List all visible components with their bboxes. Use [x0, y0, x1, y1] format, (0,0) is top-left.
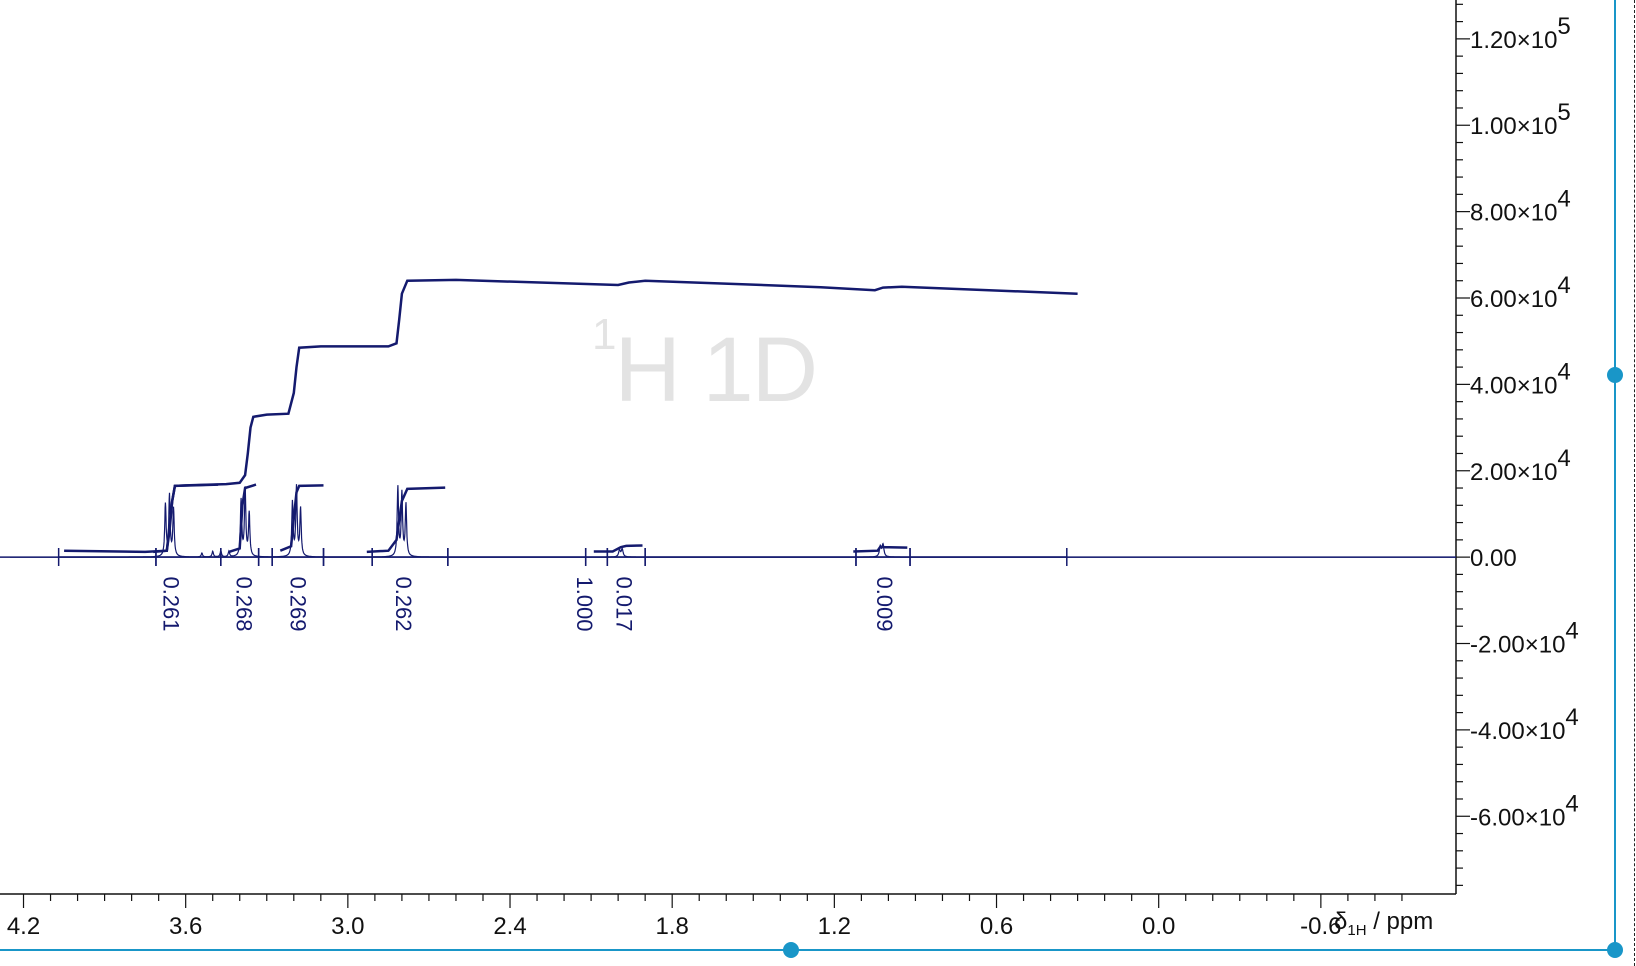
local-integral-curve — [228, 483, 257, 554]
x-tick-label: 1.8 — [655, 913, 688, 940]
y-tick-label: 0.00 — [1470, 545, 1517, 572]
x-axis-title: δ1H / ppm — [1334, 908, 1434, 939]
integral-labels: 0.261 0.268 0.269 0.262 1.000 0.017 0.009 — [159, 576, 898, 631]
cumulative-integral — [64, 278, 1078, 554]
spectrum — [10, 484, 1456, 558]
local-integral-curves — [153, 483, 908, 554]
integral-value-label: 0.261 — [159, 576, 184, 631]
y-axis: 1.20×105 1.00×105 8.00×104 6.00×104 4.00×104… — [1455, 0, 1579, 894]
y-tick-label: -4.00×104 — [1470, 704, 1579, 745]
integral-value-label: 0.262 — [391, 576, 416, 631]
resize-handle-bottom[interactable] — [783, 942, 799, 958]
selection-frame-bottom[interactable] — [0, 949, 1616, 951]
integration-ranges[interactable] — [57, 548, 1068, 566]
y-tick-label: 2.00×104 — [1470, 445, 1571, 486]
integral-value-label: 0.269 — [286, 576, 311, 631]
x-tick-label: -0.6 — [1300, 913, 1341, 940]
x-tick-label: 0.0 — [1142, 913, 1175, 940]
integral-curve — [64, 278, 1078, 554]
page-edge-guide — [1634, 0, 1635, 966]
local-integral-curve — [853, 545, 908, 553]
x-tick-label: 0.6 — [980, 913, 1013, 940]
integral-value-label: 1.000 — [572, 576, 597, 631]
y-tick-label: 6.00×104 — [1470, 272, 1571, 313]
integral-value-label: 0.268 — [232, 576, 257, 631]
experiment-watermark: 1H 1D — [592, 310, 818, 421]
x-tick-label: 4.2 — [7, 913, 40, 940]
x-tick-label: 3.0 — [331, 913, 364, 940]
y-tick-label: 8.00×104 — [1470, 186, 1571, 227]
resize-handle-corner[interactable] — [1607, 942, 1623, 958]
local-integral-curve — [366, 486, 446, 554]
local-integral-curve — [593, 544, 643, 553]
y-tick-label: 4.00×104 — [1470, 358, 1571, 399]
y-tick-label: 1.00×105 — [1470, 99, 1571, 140]
local-integral-curve — [153, 483, 219, 554]
integral-value-label: 0.009 — [872, 576, 897, 631]
spectrum-trace — [10, 484, 1456, 558]
y-tick-label: -2.00×104 — [1470, 618, 1579, 659]
y-tick-label: -6.00×104 — [1470, 790, 1579, 831]
x-tick-label: 2.4 — [493, 913, 526, 940]
x-tick-label: 1.2 — [818, 913, 851, 940]
local-integral-curve — [279, 484, 324, 552]
integral-value-label: 0.017 — [611, 576, 636, 631]
resize-handle-right[interactable] — [1607, 367, 1623, 383]
x-tick-label: 3.6 — [169, 913, 202, 940]
x-axis: 4.2 3.6 3.0 2.4 1.8 1.2 0.6 0.0 -0.6 — [0, 893, 1456, 940]
selection-frame-right[interactable] — [1614, 0, 1616, 952]
y-tick-label: 1.20×105 — [1470, 13, 1571, 54]
